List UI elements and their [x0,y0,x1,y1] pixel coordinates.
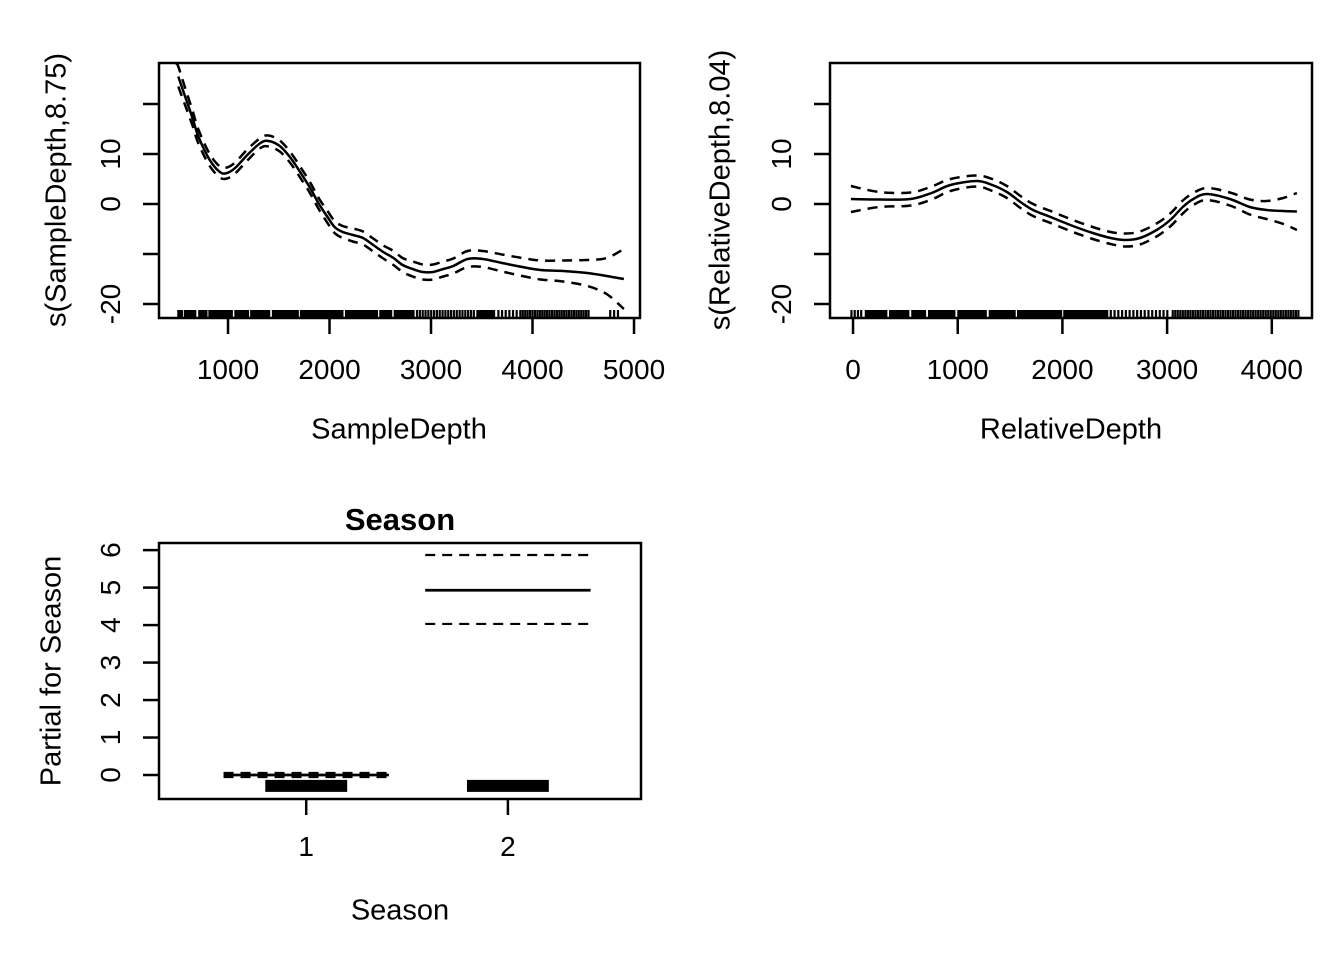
y-tick-label: 10 [95,138,126,169]
rug-plot [177,310,620,317]
y-tick-label: 10 [766,138,797,169]
rug-block [379,310,393,317]
y-tick-label: 6 [95,542,126,558]
rug-block [198,310,208,317]
x-axis-label-season: Season [350,894,450,927]
y-axis-label-sampledepth: s(SampleDepth,8.75) [40,52,73,328]
x-tick-label: 4000 [1241,354,1303,385]
y-tick-label: 5 [95,580,126,596]
x-tick-label: 4000 [501,354,563,385]
x-axis-label-sampledepth: SampleDepth [311,413,487,446]
rug-block [271,310,299,317]
x-axis-label-relativedepth: RelativeDepth [979,413,1163,446]
y-axis-label-season: Partial for Season [35,555,68,787]
rug-block [988,310,1016,317]
lower-ci-curve [177,86,625,310]
x-tick-label: 5000 [603,354,665,385]
x-tick-label: 1 [298,831,314,862]
lower-ci-curve [850,185,1298,248]
factor-level-1 [223,771,389,792]
plot-box [157,541,643,801]
y-axis-label-relativedepth: s(RelativeDepth,8.04) [704,49,737,331]
y-tick-label: 0 [95,196,126,212]
rug-block [234,310,250,317]
y-tick-label: 1 [95,730,126,746]
x-tick-label: 3000 [1136,354,1198,385]
upper-ci-curve [850,174,1298,235]
x-tick-label: 1000 [927,354,989,385]
rug-block [927,310,956,317]
rug-block [344,310,379,317]
rug-block [177,310,184,317]
rug-block [957,310,987,317]
rug-block [250,310,271,317]
rug-plot [850,310,1300,317]
x-tick-label: 3000 [400,354,462,385]
upper-ci-curve [175,62,625,267]
y-tick-label: -20 [95,284,126,324]
rug-block [393,310,415,317]
factor-rug-block [265,779,348,792]
y-tick-label: 0 [95,767,126,783]
x-tick-label: 0 [845,354,861,385]
plot-box [828,61,1314,320]
y-tick-label: 2 [95,692,126,708]
y-tick-label: -20 [766,284,797,324]
rug-block [864,310,888,317]
panel-relative_depth: 0 1000 2000 3000 4000 -20 0 10 [766,61,1314,385]
rug-block [1016,310,1063,317]
plot-box [157,61,642,320]
rug-block [911,310,927,317]
season-panel-title: Season [344,502,456,537]
x-tick-label: 2 [500,831,516,862]
smooth-estimate-curve [177,76,625,281]
y-tick-label: 3 [95,655,126,671]
factor-level-2 [425,553,591,792]
rug-block [1063,310,1109,317]
panel-sample_depth: 1000 2000 3000 4000 5000 -20 0 10 [95,61,665,385]
rug-block [183,310,197,317]
y-tick-label: 4 [95,617,126,633]
x-tick-label: 1000 [197,354,259,385]
rug-block [208,310,233,317]
panel-season: 1 2 0 1 2 3 4 5 6 [95,541,643,862]
rug-block [889,310,910,317]
x-tick-label: 2000 [298,354,360,385]
x-tick-label: 2000 [1031,354,1093,385]
factor-rug-block [466,779,549,792]
y-tick-label: 0 [766,196,797,212]
smooth-estimate-curve [850,179,1297,242]
rug-block [299,310,344,317]
rug-block [476,310,496,317]
